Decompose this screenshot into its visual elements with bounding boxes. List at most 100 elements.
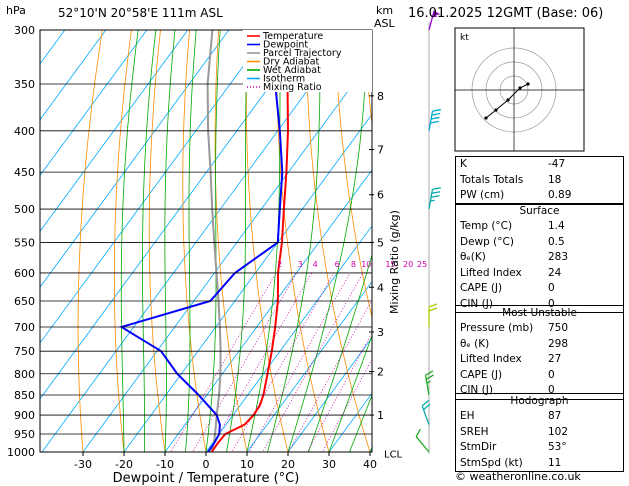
wind-barb-flag: [415, 428, 421, 437]
index-label: Dewp (°C): [460, 235, 514, 248]
index-value: 0: [548, 297, 555, 310]
wind-barb: [421, 399, 431, 425]
index-value: 0.89: [548, 189, 572, 201]
pressure-tick-label: 400: [14, 125, 35, 138]
height-unit-km: km: [376, 4, 394, 17]
index-label: CIN (J): [460, 297, 493, 310]
wind-barb-flag: [430, 195, 440, 198]
dry-adiabat-line: [114, 30, 132, 452]
parcel-trajectory-line: [206, 30, 222, 452]
pressure-tick-label: 1000: [7, 446, 35, 459]
index-label: PW (cm): [460, 189, 505, 201]
wind-barb-flag: [432, 187, 441, 190]
wind-barb-flag: [431, 112, 441, 116]
isotherm-line: [40, 30, 271, 344]
hodograph-point: [484, 116, 488, 120]
index-value: 0: [548, 282, 555, 294]
index-row: CAPE (J) 0: [456, 281, 623, 297]
index-label: EH: [460, 410, 475, 422]
height-tick-label: 8: [377, 90, 384, 103]
pressure-tick-label: 950: [14, 428, 35, 441]
most-unstable-title: Most Unstable: [502, 307, 577, 319]
temperature-line: [210, 30, 292, 452]
isotherm-line: [40, 30, 230, 288]
wind-barb-flag: [431, 191, 441, 194]
wind-barb-shaft: [415, 436, 430, 453]
surface-title: Surface: [519, 205, 560, 217]
legend-entry-label: Isotherm: [263, 74, 305, 85]
index-value: 750: [548, 322, 569, 334]
index-value: 0: [548, 368, 555, 381]
height-tick-label: 2: [377, 366, 384, 379]
legend-entry-label: Temperature: [262, 31, 323, 42]
index-value: 0.5: [548, 235, 565, 248]
index-label: θₑ (K): [460, 337, 490, 350]
x-tick-label: 40: [363, 458, 377, 471]
mixing-ratio-axis-label: Mixing Ratio (g/kg): [388, 210, 401, 314]
index-label: K: [460, 158, 467, 170]
wind-barb-flag: [430, 120, 439, 124]
pressure-tick-label: 300: [14, 24, 35, 37]
index-value: 53°: [548, 441, 567, 453]
mixing-ratio-label: 6: [335, 260, 340, 269]
wind-barb-flag: [432, 108, 441, 112]
hodograph-title: Hodograph: [510, 395, 569, 407]
station-location: 52°10'N 20°58'E 111m ASL: [58, 6, 223, 20]
mixing-ratio-line: [248, 272, 351, 452]
pressure-unit-label: hPa: [6, 4, 26, 17]
most-unstable-table: Most Unstable Pressure (mb) 750 θₑ (K) 298 L…: [455, 305, 624, 400]
index-value: 283: [548, 251, 569, 263]
x-axis-label: Dewpoint / Temperature (°C): [113, 471, 300, 486]
isotherm-line: [164, 169, 372, 452]
index-label: Totals Totals: [460, 173, 524, 186]
index-value: 1.4: [548, 220, 565, 232]
mixing-ratio-label: 3: [298, 260, 303, 269]
hodograph-point: [518, 86, 522, 90]
index-label: Temp (°C): [460, 220, 513, 232]
wet-adiabat-line: [328, 334, 372, 452]
legend-entry-label: Mixing Ratio: [263, 82, 322, 93]
index-label: Lifted Index: [460, 353, 522, 365]
height-tick-label: 1: [377, 409, 384, 422]
mixing-ratio-label: 20: [403, 260, 413, 269]
isotherm-line: [246, 281, 372, 452]
pressure-tick-label: 900: [14, 409, 35, 422]
wind-barb: [415, 428, 430, 453]
mixing-ratio-line: [170, 272, 277, 452]
index-value: 24: [548, 266, 562, 279]
dry-adiabat-line: [334, 30, 372, 319]
mixing-ratio-line: [262, 272, 364, 452]
isotherm-line: [40, 30, 66, 65]
height-tick-label: 5: [377, 236, 384, 249]
hodograph-indices-table: Hodograph EH 87 SREH 102 StmDir 53° StmSpd (kt…: [455, 393, 624, 472]
run-datetime: 16.01.2025 12GMT (Base: 06): [408, 6, 604, 21]
copyright-footer: © weatheronline.co.uk: [455, 470, 581, 483]
wind-barb: [428, 303, 438, 327]
wind-barb-half-flag: [430, 199, 435, 202]
wet-adiabat-line: [308, 253, 372, 452]
mixing-ratio-label: 2: [277, 260, 282, 269]
pressure-tick-label: 700: [14, 321, 35, 334]
x-tick-label: 10: [240, 458, 254, 471]
wet-adiabat-line: [349, 394, 372, 452]
pressure-tick-label: 500: [14, 203, 35, 216]
mixing-ratio-label: 15: [385, 260, 395, 269]
wind-barb-flag: [430, 116, 440, 120]
index-value: 102: [548, 425, 569, 438]
index-row: PW (cm) 0.89: [456, 188, 623, 204]
index-row: Totals Totals 18: [456, 173, 623, 189]
dry-adiabat-line: [182, 30, 207, 452]
index-label: SREH: [460, 425, 489, 438]
dry-adiabat-line: [77, 30, 103, 452]
dry-adiabat-line: [305, 30, 371, 452]
index-row: Lifted Index 27: [456, 352, 623, 368]
dewpoint-line: [119, 30, 284, 452]
index-label: θₑ(K): [460, 251, 486, 263]
height-unit-asl: ASL: [374, 17, 395, 30]
index-value: 0: [548, 384, 555, 396]
legend-entry-label: Dry Adiabat: [263, 57, 320, 68]
x-tick-label: 0: [203, 458, 210, 471]
isotherm-line: [287, 336, 372, 452]
pressure-tick-label: 350: [14, 78, 35, 91]
legend-entry-label: Parcel Trajectory: [263, 48, 342, 59]
